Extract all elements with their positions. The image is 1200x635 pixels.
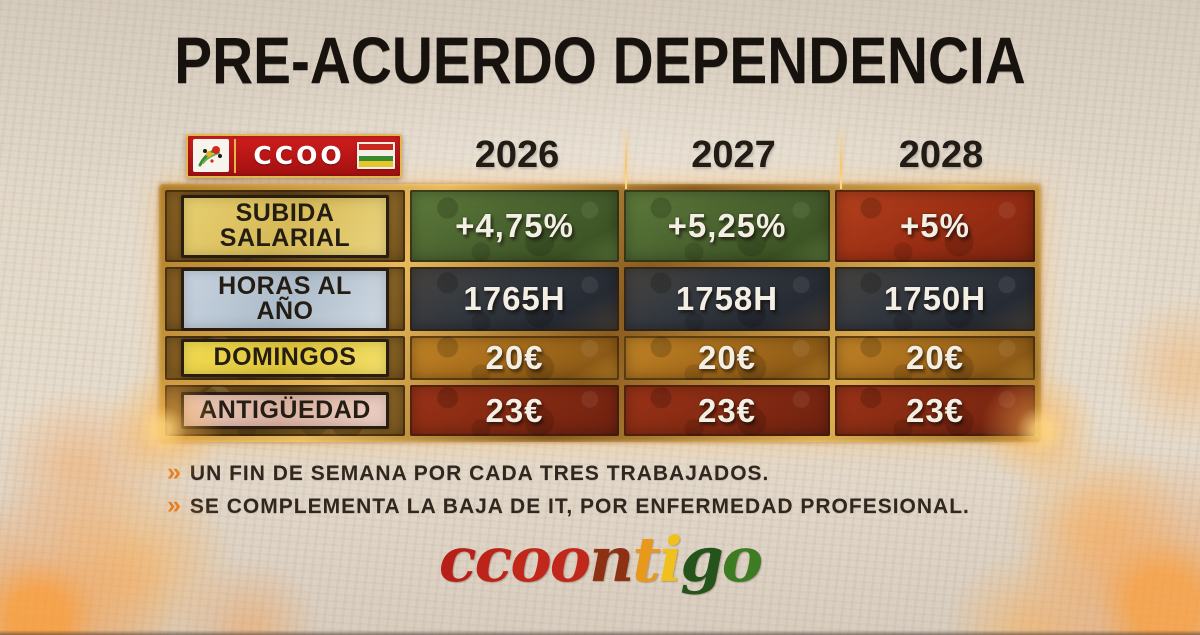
- cell-domingos-2028: 20€: [835, 336, 1035, 380]
- cell-subida-salarial-2026: +4,75%: [410, 190, 619, 262]
- cell-horas-2027: 1758H: [624, 267, 830, 331]
- ccoo-logo-banner: CCOO: [186, 133, 402, 178]
- wordmark-letter: t: [632, 523, 661, 596]
- bottom-edge-shadow: [0, 630, 1200, 635]
- note-text: SE COMPLEMENTA LA BAJA DE IT, POR ENFERM…: [189, 495, 970, 518]
- row-label-cell: HORAS AL AÑO: [165, 267, 405, 331]
- wordmark-letter: i: [658, 523, 683, 596]
- chevron-bullet-icon: »: [167, 491, 181, 519]
- cell-antiguedad-2026: 23€: [410, 385, 619, 436]
- label-subida-salarial: SUBIDA SALARIAL: [180, 194, 390, 258]
- cell-horas-2026: 1765H: [410, 267, 619, 331]
- ccoo-wordmark: CCOO: [253, 141, 345, 170]
- row-label-cell: DOMINGOS: [165, 336, 405, 380]
- wordmark-letter: o: [510, 523, 551, 596]
- label-horas-al-ano: HORAS AL AÑO: [180, 267, 390, 331]
- notes-list: » UN FIN DE SEMANA POR CADA TRES TRABAJA…: [159, 458, 1041, 519]
- row-label-cell: ANTIGÜEDAD: [165, 385, 405, 436]
- wordmark-letter: o: [549, 523, 591, 596]
- logo-divider: [234, 138, 236, 173]
- cell-horas-2028: 1750H: [835, 267, 1035, 331]
- year-header-2027: 2027: [625, 130, 841, 189]
- year-header-2028: 2028: [840, 130, 1041, 189]
- cell-subida-salarial-2027: +5,25%: [624, 190, 830, 262]
- wordmark-letter: g: [680, 523, 723, 596]
- la-rioja-flag-icon: [357, 142, 395, 169]
- year-header-2026: 2026: [474, 134, 560, 176]
- cell-antiguedad-2027: 23€: [624, 385, 830, 436]
- header: PRE-ACUERDO DEPENDENCIA: [0, 0, 1200, 98]
- ccoo-dove-icon: [193, 139, 229, 172]
- label-domingos: DOMINGOS: [180, 339, 390, 377]
- cell-domingos-2027: 20€: [624, 336, 830, 380]
- cell-subida-salarial-2028: +5%: [835, 190, 1035, 262]
- page-title: PRE-ACUERDO DEPENDENCIA: [174, 23, 1026, 97]
- wordmark-letter: o: [721, 523, 763, 596]
- row-label-cell: SUBIDA SALARIAL: [165, 190, 405, 262]
- note-item: » UN FIN DE SEMANA POR CADA TRES TRABAJA…: [167, 458, 1041, 486]
- content: CCOO 2026 2027 2028 SUBIDA SALARIAL +4,7…: [159, 127, 1041, 442]
- label-antiguedad: ANTIGÜEDAD: [180, 391, 390, 430]
- cell-antiguedad-2028: 23€: [835, 385, 1035, 436]
- wordmark-letter: c: [438, 523, 477, 596]
- chevron-bullet-icon: »: [167, 458, 181, 486]
- note-text: UN FIN DE SEMANA POR CADA TRES TRABAJADO…: [189, 462, 770, 485]
- table-header-row: CCOO 2026 2027 2028: [159, 127, 1041, 189]
- wordmark-letter: c: [474, 523, 513, 596]
- note-item: » SE COMPLEMENTA LA BAJA DE IT, POR ENFE…: [167, 491, 1041, 519]
- flag-stripe-yellow: [359, 161, 393, 167]
- cell-domingos-2026: 20€: [410, 336, 619, 380]
- agreement-table: SUBIDA SALARIAL +4,75% +5,25% +5% HORAS …: [159, 184, 1041, 442]
- logo-cell: CCOO: [159, 133, 408, 178]
- ccoontigo-logo: ccoontigo: [0, 529, 1200, 591]
- wordmark-letter: n: [589, 523, 634, 596]
